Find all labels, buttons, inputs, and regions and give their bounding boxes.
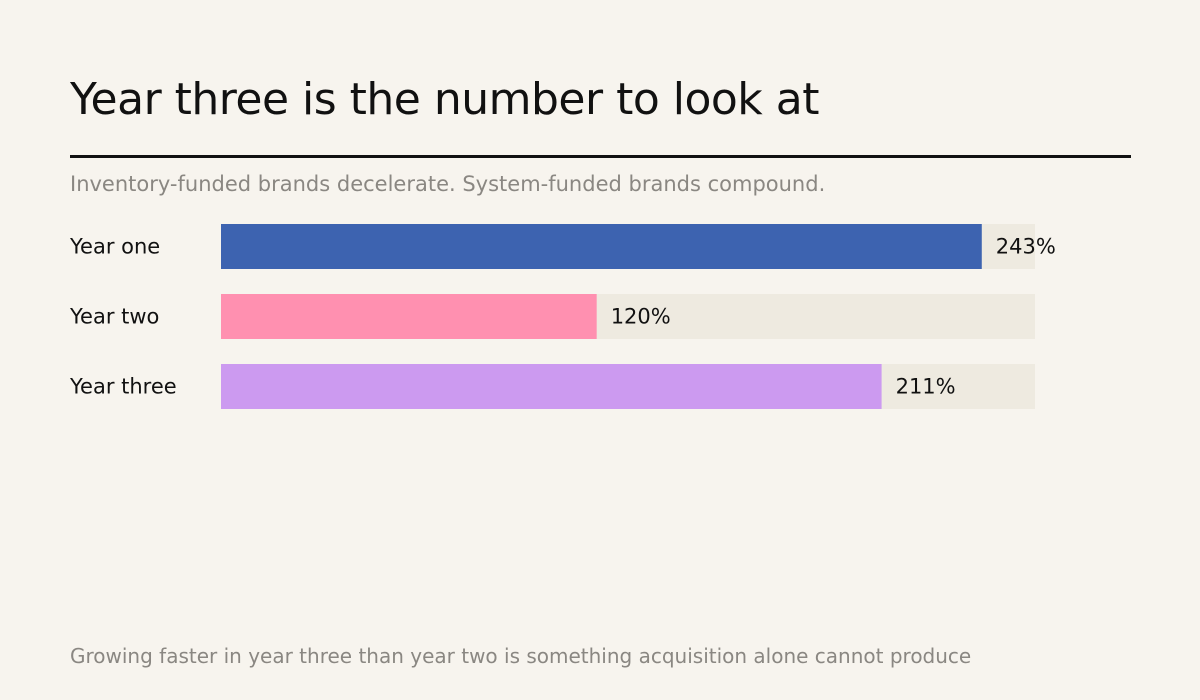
chart-footnote: Growing faster in year three than year t… [70, 644, 972, 668]
category-label: Year one [69, 235, 160, 259]
chart-subtitle: Inventory-funded brands decelerate. Syst… [70, 172, 826, 196]
chart-title: Year three is the number to look at [70, 74, 819, 125]
bar [221, 364, 882, 409]
title-divider [70, 155, 1131, 158]
value-label: 243% [996, 235, 1056, 259]
value-label: 211% [896, 375, 956, 399]
bar [221, 294, 597, 339]
category-label: Year three [69, 375, 177, 399]
category-label: Year two [69, 305, 159, 329]
bar [221, 224, 982, 269]
value-label: 120% [611, 305, 671, 329]
